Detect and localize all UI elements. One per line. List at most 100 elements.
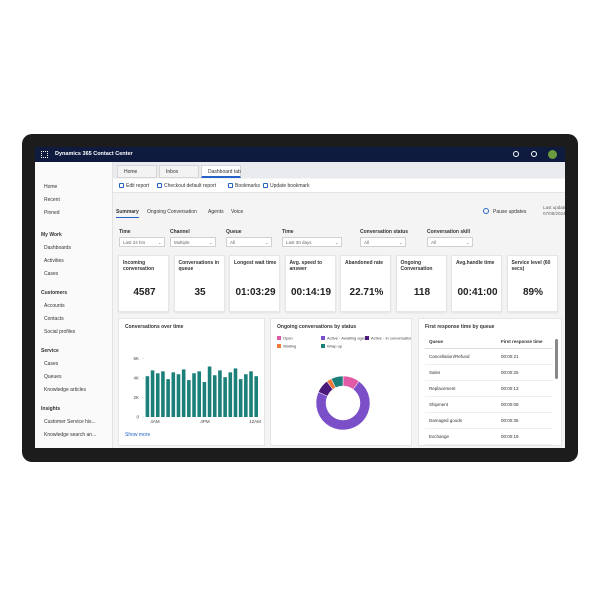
filter-label: Time <box>119 229 131 235</box>
nav-item[interactable]: Home <box>44 184 58 190</box>
filter-dropdown[interactable]: Last 24 hrs ⌄ <box>119 237 165 247</box>
kpi-label: Ongoing Conversation <box>400 260 433 272</box>
row-divider <box>425 428 553 429</box>
toolbar-icon <box>228 183 233 188</box>
table-cell: Exchange <box>429 434 450 439</box>
nav-item[interactable]: Social profiles <box>44 329 76 335</box>
filter-dropdown[interactable]: All ⌄ <box>226 237 272 247</box>
nav-item[interactable]: Queues <box>44 374 62 380</box>
nav-item[interactable]: Knowledge articles <box>44 387 86 393</box>
bar <box>202 382 207 417</box>
subtab[interactable]: Voice <box>231 209 244 215</box>
toolbar: Edit report Checkout default report Bookma… <box>113 179 565 193</box>
legend-label: Active - Awaiting agent <box>327 336 368 341</box>
chevron: ⌄ <box>265 240 269 245</box>
tab-label: Dashboard tab <box>208 169 241 175</box>
kpi-card: Conversations in queue 35 <box>173 255 225 312</box>
kpi-value: 4587 <box>133 287 156 298</box>
nav-section-title: Service <box>41 348 59 354</box>
filter-value: All <box>230 239 236 245</box>
kpi-card: Ongoing Conversation 118 <box>395 255 447 312</box>
kpi-card: Avg.handle time 00:41:00 <box>451 255 502 312</box>
toolbar-label: Checkout default report <box>164 183 216 189</box>
toolbar-button[interactable]: Checkout default report <box>157 182 225 191</box>
waffle-icon <box>41 151 48 158</box>
row-divider <box>425 364 553 365</box>
app-title: Dynamics 365 Contact Center <box>55 151 133 157</box>
bar <box>166 379 170 417</box>
legend-label: Waiting <box>283 344 296 349</box>
avatar[interactable] <box>548 150 557 159</box>
subtab[interactable]: Summary <box>116 209 139 218</box>
bar <box>228 372 233 417</box>
filter-value: All <box>431 239 437 245</box>
bar <box>207 366 212 417</box>
subtab[interactable]: Ongoing Conversation <box>147 209 197 215</box>
kpi-value: 01:03:29 <box>235 287 276 298</box>
kpi-label: Service level (60 secs) <box>511 260 551 272</box>
tab-label: Inbox <box>166 169 179 175</box>
kpi-value: 00:41:00 <box>457 287 498 298</box>
filter-dropdown[interactable]: Multiple ⌄ <box>170 237 216 247</box>
kpi-label: Incoming conversation <box>123 260 155 272</box>
kpi-label: Avg.handle time <box>456 260 495 266</box>
bar <box>187 380 191 417</box>
tab[interactable]: Home <box>117 165 157 178</box>
last-updated-value: 07/08/2024 5:08:15 PM <box>543 211 565 216</box>
toolbar-label: Bookmarks <box>235 183 261 189</box>
filter-value: Multiple <box>174 239 190 245</box>
column-header[interactable]: Queue <box>429 339 444 344</box>
column-header[interactable]: First response time <box>501 339 543 344</box>
kpi-card: Incoming conversation 4587 <box>118 255 169 312</box>
nav-item[interactable]: Knowledge search an... <box>44 432 97 438</box>
nav-item[interactable]: Customer Service his... <box>44 419 96 425</box>
chevron: ⌄ <box>209 240 213 245</box>
x-tick-label: 4PM <box>200 419 210 424</box>
filter-label: Time <box>282 229 294 235</box>
legend-swatch <box>277 344 281 348</box>
filter-dropdown[interactable]: Last 30 days ⌄ <box>282 237 342 247</box>
screen: Dynamics 365 Contact Center Home Recent Pin… <box>35 147 565 448</box>
nav-item[interactable]: Activities <box>44 258 64 264</box>
nav-item[interactable]: Dashboards <box>44 245 71 251</box>
subtab[interactable]: Agents <box>208 209 224 215</box>
filter-label: Channel <box>170 229 190 235</box>
tab[interactable]: Inbox <box>159 165 199 178</box>
nav-section-title: Insights <box>41 406 61 412</box>
toolbar-button[interactable]: Edit report <box>119 182 153 191</box>
tab[interactable]: Dashboard tab <box>201 165 241 178</box>
y-tick-label: 6K <box>133 356 139 361</box>
nav-item[interactable]: Pinned <box>44 210 60 216</box>
top-icon[interactable] <box>531 151 537 157</box>
nav-item[interactable]: Contacts <box>44 316 64 322</box>
nav-item[interactable]: Cases <box>44 361 59 367</box>
nav-item[interactable]: Accounts <box>44 303 65 309</box>
toolbar-button[interactable]: Update bookmark <box>263 182 323 191</box>
left-nav: Home Recent Pinned My Work Dashboards Activit… <box>35 162 113 448</box>
table-cell: Damaged goods <box>429 418 463 423</box>
bar <box>171 372 176 417</box>
pause-updates[interactable]: Pause updates <box>493 209 527 215</box>
row-divider <box>425 396 553 397</box>
nav-section-title: My Work <box>41 232 62 238</box>
filter-dropdown[interactable]: All ⌄ <box>427 237 473 247</box>
bar <box>155 373 160 417</box>
show-more-link[interactable]: Show more <box>125 432 151 438</box>
kpi-value: 118 <box>413 287 431 298</box>
toolbar-button[interactable]: Bookmarks <box>228 182 261 191</box>
donut-slice <box>330 375 344 389</box>
nav-item[interactable]: Cases <box>44 271 59 277</box>
filter-dropdown[interactable]: All ⌄ <box>360 237 406 247</box>
pause-icon <box>483 208 489 214</box>
nav-item[interactable]: Recent <box>44 197 60 203</box>
x-tick-label: 12AM <box>249 419 261 424</box>
table-cell: 00:00:18 <box>501 434 519 439</box>
header-divider <box>425 348 553 349</box>
legend-swatch <box>321 336 325 340</box>
table-cell: 00:00:25 <box>501 370 519 375</box>
bar <box>249 371 253 417</box>
filter-label: Conversation status <box>360 229 409 235</box>
top-icon[interactable] <box>513 151 519 157</box>
row-divider <box>425 444 553 445</box>
kpi-label: Conversations in queue <box>178 260 220 272</box>
